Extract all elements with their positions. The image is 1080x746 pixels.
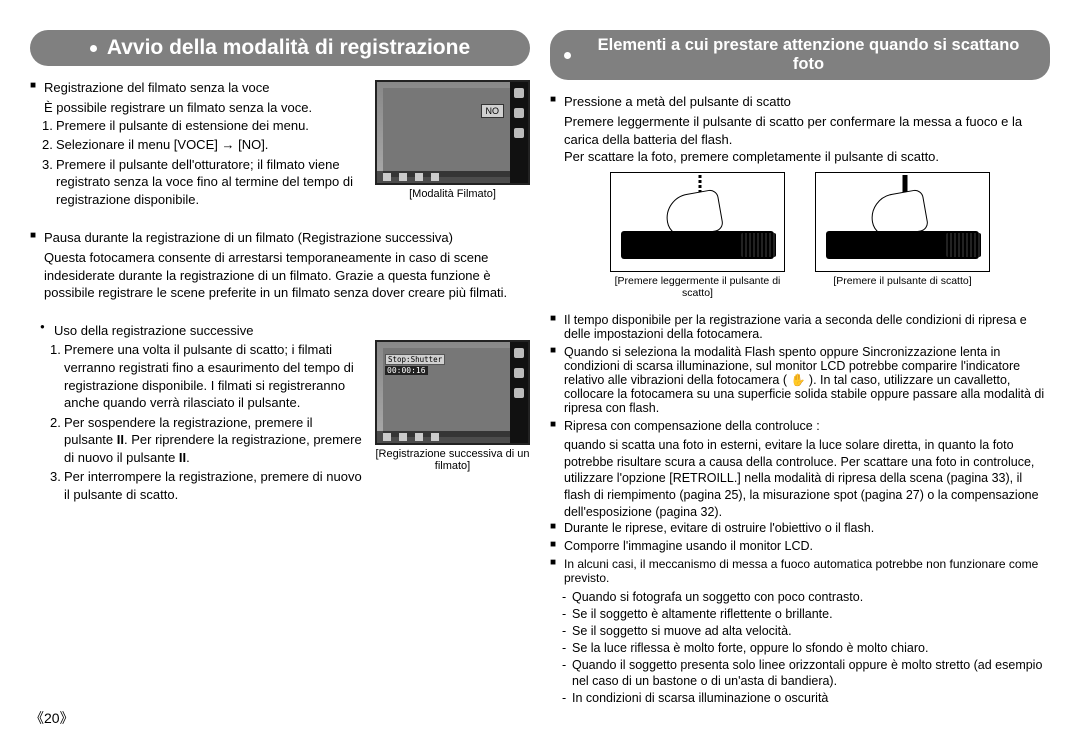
sec1-step3: 3.Premere il pulsante dell'otturatore; i… [56, 156, 530, 209]
r-d2: Se il soggetto è altamente riflettente o… [550, 606, 1050, 623]
left-title: Avvio della modalità di registrazione [107, 36, 470, 60]
right-header: Elementi a cui prestare attenzione quand… [550, 30, 1050, 80]
r-d6: In condizioni di scarsa illuminazione o … [550, 690, 1050, 707]
r-b4: Durante le riprese, evitare di ostruire … [550, 521, 1050, 535]
r-d4: Se la luce riflessa è molto forte, oppur… [550, 640, 1050, 657]
left-header: Avvio della modalità di registrazione [30, 30, 530, 66]
right-title: Elementi a cui prestare attenzione quand… [581, 36, 1036, 74]
r-sec1-heading: Pressione a metà del pulsante di scatto [550, 94, 1050, 109]
sec2-heading: Pausa durante la registrazione di un fil… [30, 230, 530, 245]
r-b1: Il tempo disponibile per la registrazion… [550, 313, 1050, 341]
sec3-step3: 3.Per interrompere la registrazione, pre… [64, 468, 530, 503]
page-number: 《20》 [30, 708, 74, 728]
shutter-cap1: [Premere leggermente il pulsante di scat… [610, 275, 785, 299]
header-dot [90, 45, 97, 52]
shutter-cap2: [Premere il pulsante di scatto] [815, 275, 990, 287]
r-b3: Ripresa con compensazione della controlu… [550, 419, 1050, 433]
sec1-step2: 2.Selezionare il menu [VOCE] → [NO]. [56, 136, 530, 154]
shutter-fig-full: [Premere il pulsante di scatto] [815, 172, 990, 299]
sec1-step1: 1.Premere il pulsante di estensione dei … [56, 117, 530, 135]
sec3-heading: Uso della registrazione successive [30, 322, 530, 340]
header-dot [564, 52, 571, 59]
r-b2: Quando si seleziona la modalità Flash sp… [550, 345, 1050, 415]
sec2-para: Questa fotocamera consente di arrestarsi… [30, 249, 530, 302]
sec3-step1: 1.Premere una volta il pulsante di scatt… [64, 341, 530, 411]
shake-icon: ✋ [791, 374, 806, 386]
r-b6: In alcuni casi, il meccanismo di messa a… [550, 557, 1050, 585]
r-sec1-p2: Per scattare la foto, premere completame… [550, 148, 1050, 166]
r-b3p: quando si scatta una foto in esterni, ev… [550, 437, 1050, 521]
r-sec1-p1: Premere leggermente il pulsante di scatt… [550, 113, 1050, 148]
sec1-heading: Registrazione del filmato senza la voce [30, 80, 530, 95]
sec3-step2: 2. Per sospendere la registrazione, prem… [64, 414, 530, 467]
r-d3: Se il soggetto si muove ad alta velocità… [550, 623, 1050, 640]
r-d1: Quando si fotografa un soggetto con poco… [550, 589, 1050, 606]
r-d5: Quando il soggetto presenta solo linee o… [550, 657, 1050, 691]
shutter-fig-half: [Premere leggermente il pulsante di scat… [610, 172, 785, 299]
r-b5: Comporre l'immagine usando il monitor LC… [550, 539, 1050, 553]
